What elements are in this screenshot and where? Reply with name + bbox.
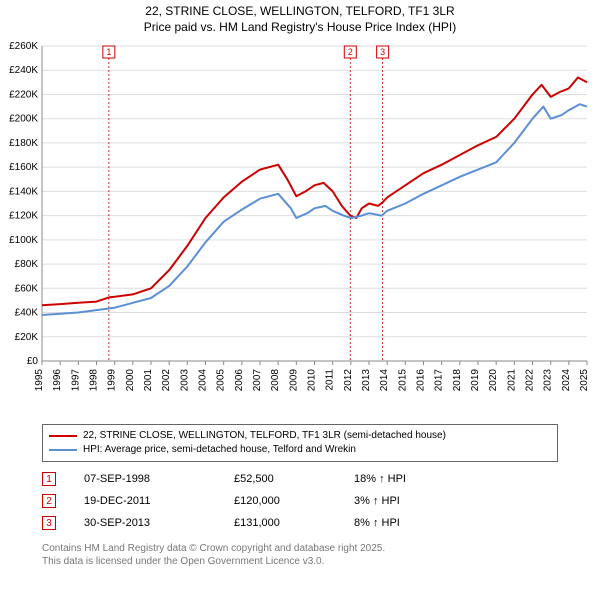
title-line-1: 22, STRINE CLOSE, WELLINGTON, TELFORD, T…: [0, 4, 600, 20]
svg-text:2013: 2013: [361, 369, 372, 392]
legend: 22, STRINE CLOSE, WELLINGTON, TELFORD, T…: [42, 424, 558, 462]
footnote-line-2: This data is licensed under the Open Gov…: [42, 555, 385, 568]
footnote: Contains HM Land Registry data © Crown c…: [42, 542, 385, 568]
event-row: 3 30-SEP-2013 £131,000 8% ↑ HPI: [42, 512, 406, 534]
legend-swatch: [49, 449, 77, 451]
svg-text:2014: 2014: [379, 369, 390, 392]
svg-text:£40K: £40K: [15, 308, 39, 319]
svg-text:2023: 2023: [543, 369, 554, 392]
event-marker: 2: [42, 494, 56, 508]
event-table: 1 07-SEP-1998 £52,500 18% ↑ HPI 2 19-DEC…: [42, 468, 406, 534]
svg-text:2021: 2021: [506, 369, 517, 392]
svg-text:2000: 2000: [125, 369, 136, 392]
svg-text:£260K: £260K: [9, 41, 38, 52]
svg-text:2004: 2004: [198, 369, 209, 392]
svg-text:1: 1: [106, 47, 111, 57]
svg-text:£80K: £80K: [15, 259, 39, 270]
legend-swatch: [49, 435, 77, 437]
event-change: 8% ↑ HPI: [354, 517, 400, 529]
svg-text:2015: 2015: [397, 369, 408, 392]
svg-text:£0: £0: [27, 356, 39, 367]
event-marker: 3: [42, 516, 56, 530]
svg-text:£160K: £160K: [9, 162, 38, 173]
svg-text:2012: 2012: [343, 369, 354, 392]
event-date: 07-SEP-1998: [84, 473, 234, 485]
legend-item: 22, STRINE CLOSE, WELLINGTON, TELFORD, T…: [49, 429, 551, 443]
svg-text:2: 2: [348, 47, 353, 57]
chart-title: 22, STRINE CLOSE, WELLINGTON, TELFORD, T…: [0, 0, 600, 35]
event-date: 19-DEC-2011: [84, 495, 234, 507]
footnote-line-1: Contains HM Land Registry data © Crown c…: [42, 542, 385, 555]
svg-text:2009: 2009: [288, 369, 299, 392]
title-line-2: Price paid vs. HM Land Registry's House …: [0, 20, 600, 36]
svg-text:£180K: £180K: [9, 138, 38, 149]
svg-text:£240K: £240K: [9, 65, 38, 76]
event-change: 3% ↑ HPI: [354, 495, 400, 507]
event-row: 2 19-DEC-2011 £120,000 3% ↑ HPI: [42, 490, 406, 512]
event-change: 18% ↑ HPI: [354, 473, 406, 485]
svg-text:2018: 2018: [452, 369, 463, 392]
svg-text:1996: 1996: [52, 369, 63, 392]
svg-text:2020: 2020: [488, 369, 499, 392]
event-price: £120,000: [234, 495, 354, 507]
event-date: 30-SEP-2013: [84, 517, 234, 529]
svg-text:1995: 1995: [34, 369, 45, 392]
svg-text:2011: 2011: [325, 369, 336, 391]
svg-text:2010: 2010: [307, 369, 318, 392]
svg-text:£20K: £20K: [15, 332, 39, 343]
svg-text:2001: 2001: [143, 369, 154, 392]
svg-text:2022: 2022: [525, 369, 536, 392]
svg-text:2024: 2024: [561, 369, 572, 392]
svg-text:£220K: £220K: [9, 89, 38, 100]
event-marker: 1: [42, 472, 56, 486]
svg-text:£120K: £120K: [9, 211, 38, 222]
svg-text:2025: 2025: [579, 369, 590, 392]
svg-text:£60K: £60K: [15, 283, 39, 294]
legend-item: HPI: Average price, semi-detached house,…: [49, 443, 551, 457]
svg-text:3: 3: [380, 47, 385, 57]
svg-text:2006: 2006: [234, 369, 245, 392]
event-price: £131,000: [234, 517, 354, 529]
svg-text:2002: 2002: [161, 369, 172, 392]
chart-area: £0 £20K £40K £60K £80K £100K £120K £140K £160K £1…: [0, 38, 600, 418]
svg-text:1997: 1997: [70, 369, 81, 392]
svg-text:1999: 1999: [107, 369, 118, 392]
chart-svg: £0 £20K £40K £60K £80K £100K £120K £140K £160K £1…: [0, 38, 600, 418]
svg-text:2007: 2007: [252, 369, 263, 392]
svg-text:2016: 2016: [416, 369, 427, 392]
event-row: 1 07-SEP-1998 £52,500 18% ↑ HPI: [42, 468, 406, 490]
legend-label: 22, STRINE CLOSE, WELLINGTON, TELFORD, T…: [83, 429, 446, 443]
svg-text:2003: 2003: [179, 369, 190, 392]
chart-container: 22, STRINE CLOSE, WELLINGTON, TELFORD, T…: [0, 0, 600, 590]
event-price: £52,500: [234, 473, 354, 485]
svg-text:£100K: £100K: [9, 235, 38, 246]
svg-text:1998: 1998: [89, 369, 100, 392]
svg-text:£200K: £200K: [9, 114, 38, 125]
legend-label: HPI: Average price, semi-detached house,…: [83, 443, 356, 457]
svg-text:2008: 2008: [270, 369, 281, 392]
svg-text:2019: 2019: [470, 369, 481, 392]
svg-text:2005: 2005: [216, 369, 227, 392]
svg-text:£140K: £140K: [9, 186, 38, 197]
svg-text:2017: 2017: [434, 369, 445, 392]
